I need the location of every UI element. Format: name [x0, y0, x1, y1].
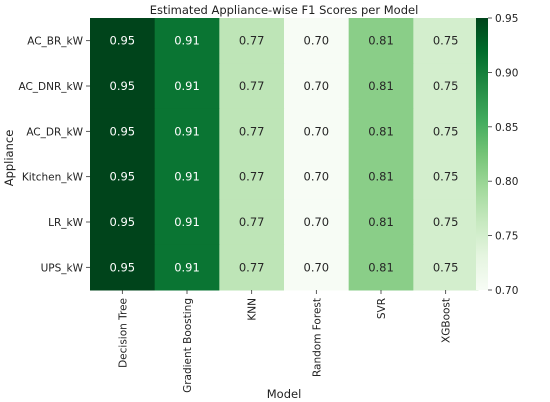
heatmap-cell	[413, 18, 479, 64]
colorbar-tick-label: 0.75	[495, 231, 518, 243]
cell-value-label: 0.95	[110, 34, 136, 48]
heatmap-cell	[154, 199, 220, 246]
cell-value-label: 0.81	[368, 34, 394, 48]
heatmap-cell	[413, 244, 479, 291]
y-tick-label: AC_DR_kW	[26, 126, 83, 138]
heatmap-cells: 0.95 0.91 0.77 0.70 0.81 0.75 0.95 0.91 0.77 0.70…	[90, 18, 479, 291]
heatmap-cell	[154, 18, 220, 64]
cell-value-label: 0.81	[368, 215, 394, 229]
heatmap-cell	[219, 199, 285, 246]
heatmap-cell	[219, 244, 285, 291]
x-tick-label: Random Forest	[311, 298, 323, 377]
cell-value-label: 0.77	[239, 170, 265, 184]
y-tick-labels: AC_BR_kW AC_DNR_kW AC_DR_kW Kitchen_kW LR_kW…	[18, 36, 90, 274]
cell-value-label: 0.91	[174, 79, 200, 93]
x-tick-label: SVR	[376, 298, 388, 319]
heatmap-cell	[413, 63, 479, 110]
y-tick-label: LR_kW	[48, 217, 83, 229]
heatmap-cell	[90, 154, 156, 200]
cell-value-label: 0.91	[174, 170, 200, 184]
x-tick-labels: Decision Tree Gradient Boosting KNN Random …	[117, 290, 453, 393]
x-tick-label: XGBoost	[441, 298, 453, 343]
cell-value-label: 0.70	[304, 34, 330, 48]
heatmap-cell	[219, 154, 285, 200]
cell-value-label: 0.70	[304, 124, 330, 138]
heatmap-cell	[154, 244, 220, 291]
heatmap-cell	[154, 63, 220, 110]
heatmap-cell	[90, 108, 156, 155]
cell-value-label: 0.81	[368, 79, 394, 93]
heatmap-cell	[219, 63, 285, 110]
heatmap-cell	[284, 63, 350, 110]
cell-value-label: 0.77	[239, 124, 265, 138]
colorbar	[476, 18, 488, 290]
cell-value-label: 0.81	[368, 260, 394, 274]
cell-value-label: 0.95	[110, 79, 136, 93]
cell-value-label: 0.77	[239, 260, 265, 274]
cell-value-label: 0.91	[174, 34, 200, 48]
heatmap-cell	[348, 154, 414, 200]
colorbar-tick-label: 0.70	[495, 285, 518, 297]
colorbar-ticks: 0.70 0.75 0.80 0.85 0.90 0.95	[488, 13, 518, 297]
y-tick-label: AC_BR_kW	[27, 36, 83, 48]
heatmap-cell	[90, 244, 156, 291]
x-tick-label: KNN	[247, 298, 259, 321]
cell-value-label: 0.70	[304, 215, 330, 229]
cell-value-label: 0.75	[433, 79, 459, 93]
heatmap-cell	[219, 18, 285, 64]
heatmap-cell	[348, 63, 414, 110]
x-tick-label: Gradient Boosting	[182, 298, 194, 393]
heatmap-cell	[90, 18, 156, 64]
cell-value-label: 0.81	[368, 124, 394, 138]
x-axis-label: Model	[267, 387, 302, 401]
cell-value-label: 0.77	[239, 79, 265, 93]
heatmap-cell	[348, 108, 414, 155]
y-axis-label: Appliance	[2, 130, 16, 187]
heatmap-cell	[284, 244, 350, 291]
heatmap-cell	[219, 108, 285, 155]
heatmap-cell	[413, 199, 479, 246]
heatmap-cell	[154, 108, 220, 155]
cell-value-label: 0.75	[433, 260, 459, 274]
colorbar-tick-label: 0.85	[495, 122, 518, 134]
y-tick-label: AC_DNR_kW	[18, 81, 83, 93]
heatmap-cell	[284, 199, 350, 246]
heatmap-cell	[348, 18, 414, 64]
heatmap-cell	[90, 199, 156, 246]
heatmap-cell	[284, 154, 350, 200]
cell-value-label: 0.75	[433, 34, 459, 48]
cell-value-label: 0.91	[174, 260, 200, 274]
colorbar-tick-label: 0.95	[495, 13, 518, 25]
y-tick-label: Kitchen_kW	[22, 172, 84, 184]
cell-value-label: 0.70	[304, 260, 330, 274]
heatmap-cell	[348, 244, 414, 291]
colorbar-tick-label: 0.80	[495, 176, 518, 188]
cell-value-label: 0.70	[304, 79, 330, 93]
cell-value-label: 0.77	[239, 34, 265, 48]
heatmap-cell	[284, 108, 350, 155]
colorbar-tick-label: 0.90	[495, 67, 518, 79]
chart-title: Estimated Appliance-wise F1 Scores per M…	[150, 3, 419, 17]
cell-value-label: 0.75	[433, 124, 459, 138]
heatmap-cell	[413, 154, 479, 200]
heatmap-cell	[154, 154, 220, 200]
cell-value-label: 0.75	[433, 215, 459, 229]
cell-value-label: 0.95	[110, 215, 136, 229]
cell-value-label: 0.95	[110, 124, 136, 138]
cell-value-label: 0.95	[110, 260, 136, 274]
y-tick-label: UPS_kW	[41, 262, 84, 274]
cell-value-label: 0.77	[239, 215, 265, 229]
cell-value-label: 0.70	[304, 170, 330, 184]
cell-value-label: 0.81	[368, 170, 394, 184]
heatmap-cell	[90, 63, 156, 110]
heatmap-cell	[413, 108, 479, 155]
cell-value-label: 0.91	[174, 215, 200, 229]
heatmap-cell	[348, 199, 414, 246]
cell-value-label: 0.95	[110, 170, 136, 184]
cell-value-label: 0.75	[433, 170, 459, 184]
heatmap-cell	[284, 18, 350, 64]
x-tick-label: Decision Tree	[117, 298, 129, 368]
cell-value-label: 0.91	[174, 124, 200, 138]
